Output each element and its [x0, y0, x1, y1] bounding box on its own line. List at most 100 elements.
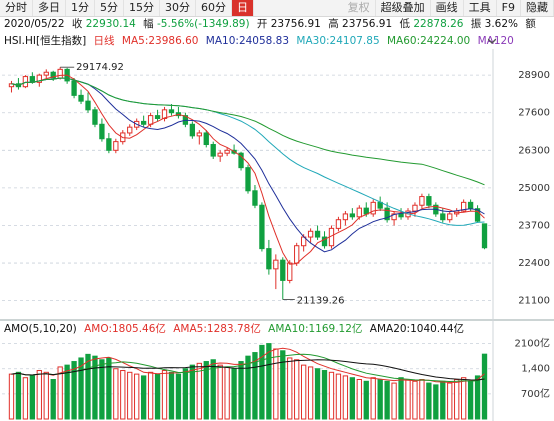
price-tick-label: 23700 — [518, 220, 550, 231]
tool-button-4[interactable]: F9 — [497, 0, 521, 16]
low-annotation: 21139.26 — [297, 296, 345, 307]
open-value: 23756.91 — [270, 18, 321, 30]
volume-bar — [426, 382, 432, 420]
price-tick-label: 26300 — [518, 145, 550, 156]
volume-bar — [196, 362, 202, 420]
volume-bar — [106, 357, 112, 420]
volume-bar — [266, 343, 272, 420]
volume-bar — [85, 353, 91, 420]
price-tick-label: 22400 — [518, 258, 550, 269]
volume-bar — [224, 366, 230, 420]
candle-body — [8, 83, 15, 88]
period-tab-3[interactable]: 5分 — [95, 0, 124, 16]
candle-body — [398, 213, 404, 218]
volume-bar — [363, 380, 369, 420]
volume-bar — [405, 379, 411, 420]
volume-bar — [342, 375, 349, 420]
candle-body — [50, 71, 56, 79]
volume-bar — [175, 373, 182, 420]
symbol-name: [恒生指数] — [36, 35, 87, 47]
candle-body — [224, 149, 230, 154]
volume-bar — [71, 361, 77, 420]
volume-bar — [168, 371, 175, 420]
volume-bar — [398, 377, 404, 420]
volume-bar — [300, 364, 307, 420]
volume-bar — [210, 359, 216, 420]
amo10-line — [11, 353, 485, 383]
candle-body — [127, 126, 133, 134]
period-tab-2[interactable]: 1分 — [66, 0, 95, 16]
volume-bar — [356, 379, 362, 420]
candle-body — [266, 248, 272, 270]
candle-body — [78, 94, 84, 102]
symbol-code: HSI.HI — [4, 35, 36, 47]
amo5-legend: AMA5:1283.78亿 — [173, 323, 261, 335]
volume-bar — [314, 368, 321, 420]
volume-bar — [231, 368, 237, 420]
period-tab-5[interactable]: 30分 — [160, 0, 196, 16]
volume-bar — [467, 380, 474, 420]
change-label: 幅 — [143, 18, 154, 30]
volume-bar — [92, 355, 98, 420]
volume-bar — [113, 368, 119, 420]
volume-bar — [273, 348, 279, 420]
volume-bar — [245, 355, 251, 420]
volume-bar — [481, 353, 488, 420]
ma60-legend: MA60:24224.00 — [386, 35, 471, 47]
volume-bar — [217, 364, 223, 420]
candle-body — [307, 230, 314, 238]
candle-body — [196, 132, 202, 137]
ma10-legend: MA10:24058.83 — [205, 35, 290, 47]
volume-bar — [321, 370, 328, 420]
volume-bar — [189, 364, 196, 420]
candle-body — [147, 115, 154, 125]
candle-body — [370, 201, 376, 215]
candle-body — [43, 71, 49, 76]
candle-body — [474, 208, 481, 222]
candle-body — [36, 74, 42, 83]
volume-bar — [22, 377, 29, 420]
high-label: 高 — [328, 18, 339, 30]
volume-tick-label: 1,400 — [521, 364, 550, 375]
volume-bar — [154, 373, 161, 420]
candle-body — [106, 138, 112, 151]
tool-button-3[interactable]: 工具 — [464, 0, 497, 16]
period-tab-6[interactable]: 60分 — [196, 0, 232, 16]
tool-button-1[interactable]: 超级叠加 — [376, 0, 431, 16]
tool-button-0[interactable]: 复权 — [343, 0, 376, 16]
period-tab-7[interactable]: 日 — [232, 0, 254, 16]
amo20-legend: AMA20:1040.44亿 — [369, 323, 465, 335]
candle-body — [113, 141, 119, 151]
period-tab-1[interactable]: 多日 — [33, 0, 66, 16]
tool-button-2[interactable]: 画线 — [431, 0, 464, 16]
candle-body — [363, 207, 369, 215]
period-tab-4[interactable]: 15分 — [124, 0, 160, 16]
volume-bar — [370, 377, 376, 420]
period-tab-0[interactable]: 分时 — [0, 0, 33, 16]
volume-bar — [238, 361, 244, 420]
volume-bar — [377, 379, 383, 420]
candle-body — [238, 152, 244, 169]
quote-info-bar: 2020/05/22 收 22930.14 幅 -5.56%(-1349.89)… — [0, 17, 554, 32]
volume-bar — [64, 364, 70, 420]
volume-bar — [391, 382, 397, 420]
candle-body — [22, 76, 29, 88]
candle-body — [92, 109, 98, 125]
volume-bar — [349, 377, 356, 420]
volume-bar — [307, 366, 314, 420]
candle-body — [161, 109, 168, 120]
candle-body — [140, 120, 147, 125]
candle-body — [99, 123, 105, 140]
volume-bar — [287, 357, 293, 420]
period-toolbar: 分时 多日 1分 5分 15分 30分 60分日复权 超级叠加 画线 工具 F9 隐藏 — [0, 0, 554, 17]
close-value: 22930.14 — [85, 18, 136, 30]
volume-bar — [335, 373, 342, 420]
candle-body — [168, 109, 175, 114]
ma120-legend: MA120 — [477, 35, 514, 47]
volume-bar — [43, 371, 49, 420]
volume-bar — [440, 380, 446, 420]
candle-body — [335, 219, 342, 229]
volume-legend-bar: AMO(5,10,20) AMO:1805.46亿 AMA5:1283.78亿 … — [0, 322, 554, 337]
chevron-down-icon[interactable] — [488, 37, 496, 45]
